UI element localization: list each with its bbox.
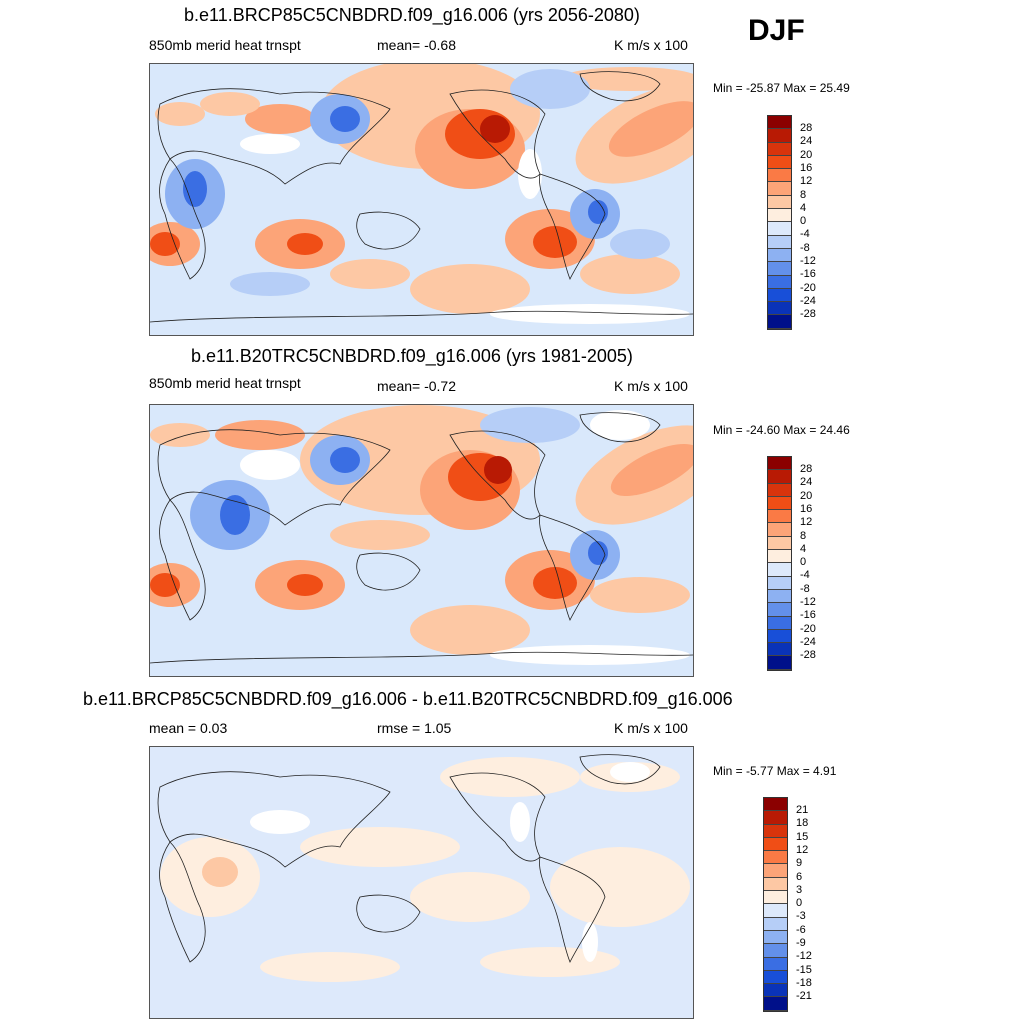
cbar-tick: -16 bbox=[800, 609, 816, 622]
cbar-tick: -20 bbox=[800, 622, 816, 635]
cbar-tick: -20 bbox=[800, 281, 816, 294]
cbar-tick: 3 bbox=[796, 883, 803, 896]
panel3-colorbar bbox=[763, 797, 788, 1012]
panel1-variable-label: 850mb merid heat trnspt bbox=[149, 37, 301, 53]
panel3-map bbox=[149, 746, 694, 1019]
panel2-variable-label: 850mb merid heat trnspt bbox=[149, 375, 301, 391]
cbar-tick: 24 bbox=[800, 476, 813, 489]
cbar-tick: -18 bbox=[796, 976, 812, 989]
panel2-mean-label: mean= -0.72 bbox=[377, 378, 456, 394]
cbar-tick: 16 bbox=[800, 161, 813, 174]
cbar-tick: 8 bbox=[800, 188, 807, 201]
panel3-mean-label: mean = 0.03 bbox=[149, 720, 228, 736]
cbar-tick: -9 bbox=[796, 937, 806, 949]
panel2-units-label: K m/s x 100 bbox=[614, 378, 688, 394]
panel2-title: b.e11.B20TRC5CNBDRD.f09_g16.006 (yrs 198… bbox=[191, 346, 633, 366]
cbar-tick: 16 bbox=[800, 502, 813, 515]
cbar-tick: 6 bbox=[796, 870, 803, 883]
panel1-map bbox=[149, 63, 694, 336]
panel1-colorbar bbox=[767, 115, 792, 330]
cbar-tick: -24 bbox=[800, 635, 816, 648]
cbar-tick: -8 bbox=[800, 241, 810, 254]
panel2-minmax: Min = -24.60 Max = 24.46 bbox=[713, 423, 850, 437]
cbar-tick: -24 bbox=[800, 294, 816, 307]
cbar-tick: -4 bbox=[800, 569, 810, 582]
cbar-tick: -28 bbox=[800, 308, 816, 321]
cbar-tick: 4 bbox=[800, 542, 807, 555]
cbar-tick: -15 bbox=[796, 963, 812, 976]
cbar-tick: -4 bbox=[800, 228, 810, 241]
panel1-mean-label: mean= -0.68 bbox=[377, 37, 456, 53]
cbar-tick: -6 bbox=[796, 923, 806, 936]
panel3-minmax: Min = -5.77 Max = 4.91 bbox=[713, 764, 837, 778]
cbar-tick: -12 bbox=[800, 255, 816, 267]
cbar-tick: 0 bbox=[796, 897, 803, 910]
cbar-tick: -16 bbox=[800, 268, 816, 281]
cbar-tick: 21 bbox=[796, 804, 809, 816]
cbar-tick: 0 bbox=[800, 215, 807, 228]
cbar-tick: 20 bbox=[800, 489, 813, 502]
cbar-tick: -21 bbox=[796, 990, 812, 1003]
panel3-units-label: K m/s x 100 bbox=[614, 720, 688, 736]
panel2-colorbar bbox=[767, 456, 792, 671]
cbar-tick: 0 bbox=[800, 556, 807, 569]
panel1-title: b.e11.BRCP85C5CNBDRD.f09_g16.006 (yrs 20… bbox=[184, 5, 640, 25]
panel3-rmse-label: rmse = 1.05 bbox=[377, 720, 452, 736]
cbar-tick: 24 bbox=[800, 135, 813, 148]
cbar-tick: -12 bbox=[796, 950, 812, 963]
cbar-tick: 4 bbox=[800, 201, 807, 214]
cbar-tick: -3 bbox=[796, 910, 806, 923]
panel2-map bbox=[149, 404, 694, 677]
cbar-tick: 8 bbox=[800, 529, 807, 542]
panel1-minmax: Min = -25.87 Max = 25.49 bbox=[713, 81, 850, 95]
cbar-tick: 28 bbox=[800, 463, 813, 475]
cbar-tick: 12 bbox=[800, 516, 813, 529]
cbar-tick: 28 bbox=[800, 122, 813, 134]
cbar-tick: -8 bbox=[800, 582, 810, 595]
panel3-title: b.e11.BRCP85C5CNBDRD.f09_g16.006 - b.e11… bbox=[83, 689, 733, 709]
cbar-tick: -28 bbox=[800, 649, 816, 662]
cbar-tick: 18 bbox=[796, 817, 809, 830]
cbar-tick: 15 bbox=[796, 830, 809, 843]
cbar-tick: 12 bbox=[796, 843, 809, 856]
cbar-tick: 20 bbox=[800, 148, 813, 161]
season-label: DJF bbox=[748, 14, 805, 47]
cbar-tick: -12 bbox=[800, 596, 816, 608]
panel1-units-label: K m/s x 100 bbox=[614, 37, 688, 53]
cbar-tick: 9 bbox=[796, 857, 803, 870]
cbar-tick: 12 bbox=[800, 175, 813, 188]
